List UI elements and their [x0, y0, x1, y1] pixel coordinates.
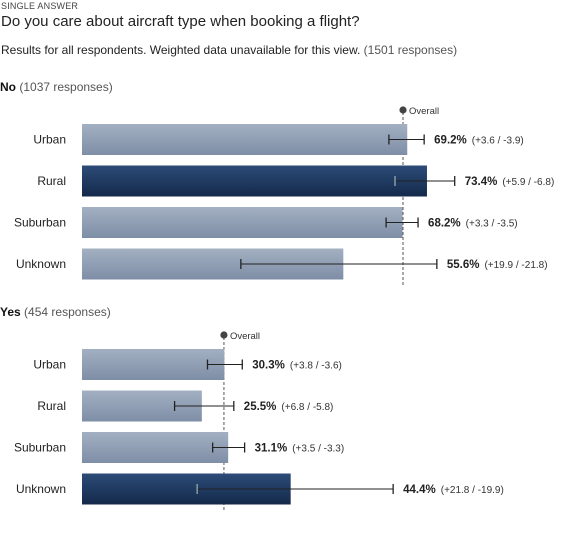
answer-type-label: SINGLE ANSWER: [1, 1, 79, 11]
bar-urban: [82, 124, 408, 155]
value-label: 25.5% (+6.8 / -5.8): [244, 401, 334, 413]
confidence-interval: (+3.3 / -3.5): [466, 219, 518, 230]
overall-label: Overall: [409, 106, 439, 117]
overall-marker-dot: [220, 331, 228, 339]
overall-label: Overall: [230, 331, 260, 342]
confidence-interval: (+3.5 / -3.3): [292, 444, 344, 455]
value-percent: 55.6%: [447, 259, 480, 271]
panel-answer-label: Yes: [0, 305, 21, 319]
panel-response-count: (454 responses): [24, 305, 111, 319]
category-label: Suburban: [14, 216, 66, 230]
category-label: Urban: [33, 133, 66, 147]
value-label: 55.6% (+19.9 / -21.8): [447, 259, 548, 271]
category-label: Rural: [37, 174, 66, 188]
bar-rural: [82, 165, 427, 197]
value-percent: 31.1%: [255, 443, 288, 455]
bar-suburban: [82, 432, 229, 463]
subtitle-response-count: (1501 responses): [363, 43, 458, 57]
category-label: Rural: [37, 399, 66, 413]
category-label: Urban: [33, 358, 66, 372]
confidence-interval: (+3.8 / -3.6): [290, 361, 342, 372]
value-label: 30.3% (+3.8 / -3.6): [252, 360, 342, 372]
question-title: Do you care about aircraft type when boo…: [1, 13, 360, 30]
subtitle-text: Results for all respondents. Weighted da…: [1, 43, 361, 57]
confidence-interval: (+6.8 / -5.8): [281, 402, 333, 413]
value-percent: 73.4%: [465, 176, 498, 188]
bar-chart-yes: Overall Urban 30.3% (+3.8 / -3.6) Rural 25.5%…: [14, 331, 504, 511]
category-label: Unknown: [16, 257, 66, 271]
confidence-interval: (+19.9 / -21.8): [484, 260, 547, 271]
value-label: 44.4% (+21.8 / -19.9): [403, 484, 504, 496]
panel-title-no: No (1037 responses): [0, 80, 113, 94]
value-percent: 30.3%: [252, 360, 285, 372]
results-subtitle: Results for all respondents. Weighted da…: [1, 43, 457, 57]
value-label: 68.2% (+3.3 / -3.5): [428, 218, 518, 230]
bar-suburban: [82, 207, 403, 238]
bar-chart-no: Overall Urban 69.2% (+3.6 / -3.9) Rural 73.4%…: [14, 106, 555, 286]
value-label: 31.1% (+3.5 / -3.3): [255, 443, 345, 455]
category-label: Suburban: [14, 441, 66, 455]
overall-marker-dot: [399, 106, 407, 114]
category-label: Unknown: [16, 482, 66, 496]
value-percent: 25.5%: [244, 401, 277, 413]
panel-title-yes: Yes (454 responses): [0, 305, 111, 319]
bar-urban: [82, 349, 225, 380]
confidence-interval: (+21.8 / -19.9): [441, 485, 504, 496]
value-label: 69.2% (+3.6 / -3.9): [434, 135, 524, 147]
panel-answer-label: No: [0, 80, 16, 94]
value-percent: 68.2%: [428, 218, 461, 230]
value-label: 73.4% (+5.9 / -6.8): [465, 176, 555, 188]
value-percent: 44.4%: [403, 484, 436, 496]
value-percent: 69.2%: [434, 135, 467, 147]
confidence-interval: (+5.9 / -6.8): [502, 177, 554, 188]
confidence-interval: (+3.6 / -3.9): [472, 136, 524, 147]
panel-response-count: (1037 responses): [19, 80, 113, 94]
